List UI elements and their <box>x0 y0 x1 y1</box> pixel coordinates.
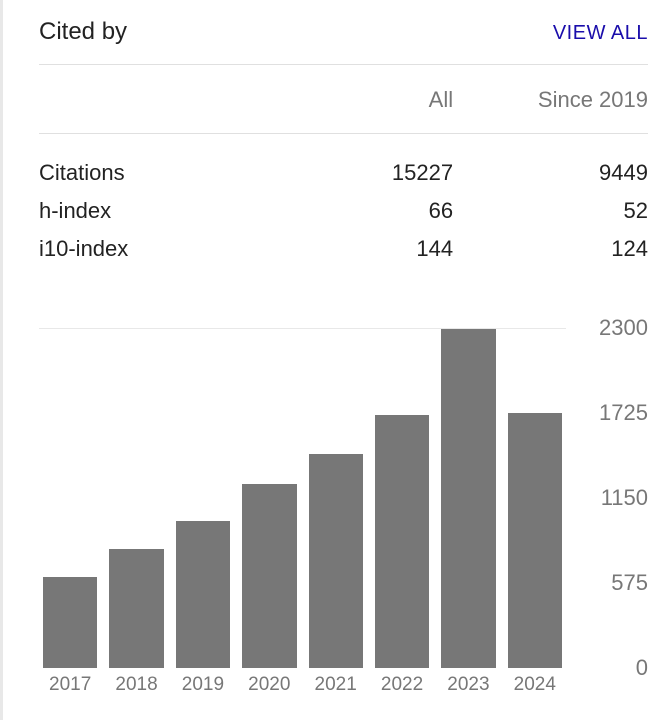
bar-2020[interactable] <box>242 484 296 668</box>
panel-title: Cited by <box>39 18 127 46</box>
y-tick: 0 <box>566 655 648 681</box>
x-tick: 2020 <box>242 674 296 696</box>
metric-name: i10-index <box>39 230 283 268</box>
x-tick: 2024 <box>508 674 562 696</box>
metric-all[interactable]: 144 <box>283 230 454 268</box>
metric-all[interactable]: 15227 <box>283 134 454 193</box>
x-tick: 2023 <box>441 674 495 696</box>
metrics-table: All Since 2019 Citations 15227 9449 h-in… <box>39 65 648 268</box>
bar-2019[interactable] <box>176 521 230 668</box>
x-tick: 2019 <box>176 674 230 696</box>
metric-since[interactable]: 52 <box>453 192 648 230</box>
table-row: h-index 66 52 <box>39 192 648 230</box>
table-row: i10-index 144 124 <box>39 230 648 268</box>
x-axis: 2017 2018 2019 2020 2021 2022 2023 2024 <box>39 668 566 696</box>
bar-2017[interactable] <box>43 577 97 668</box>
metric-all[interactable]: 66 <box>283 192 454 230</box>
header-row: Cited by VIEW ALL <box>39 0 648 65</box>
col-all: All <box>283 65 454 134</box>
bar-2023[interactable] <box>441 329 495 668</box>
bar-2021[interactable] <box>309 454 363 668</box>
y-axis: 0575115017252300 <box>566 328 648 668</box>
y-tick: 1725 <box>566 400 648 426</box>
x-tick: 2021 <box>309 674 363 696</box>
x-tick: 2018 <box>109 674 163 696</box>
col-blank <box>39 65 283 134</box>
bar-2022[interactable] <box>375 415 429 669</box>
chart-plot-area <box>39 328 566 668</box>
cited-by-panel: Cited by VIEW ALL All Since 2019 Citatio… <box>0 0 672 720</box>
x-tick: 2017 <box>43 674 97 696</box>
metric-since[interactable]: 9449 <box>453 134 648 193</box>
metric-name: h-index <box>39 192 283 230</box>
view-all-link[interactable]: VIEW ALL <box>553 22 648 45</box>
x-tick: 2022 <box>375 674 429 696</box>
metric-name: Citations <box>39 134 283 193</box>
bar-2024[interactable] <box>508 413 562 668</box>
y-tick: 575 <box>566 570 648 596</box>
citations-chart: 0575115017252300 <box>39 328 648 668</box>
col-since: Since 2019 <box>453 65 648 134</box>
metric-since[interactable]: 124 <box>453 230 648 268</box>
bar-2018[interactable] <box>109 549 163 668</box>
table-header-row: All Since 2019 <box>39 65 648 134</box>
table-row: Citations 15227 9449 <box>39 134 648 193</box>
bars-container <box>39 329 566 668</box>
y-tick: 2300 <box>566 315 648 341</box>
y-tick: 1150 <box>566 485 648 511</box>
